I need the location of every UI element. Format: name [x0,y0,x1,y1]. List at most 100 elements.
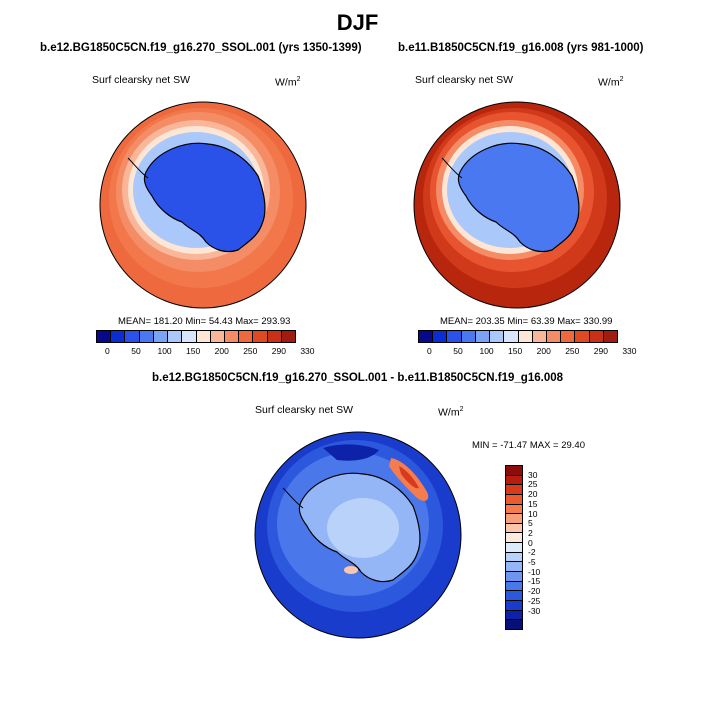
diff-colorbar-tick-label: -25 [528,595,541,606]
diff-map [254,431,462,639]
diff-colorbar-tick-label: 2 [528,527,533,538]
right-colorbar-cell [475,331,491,342]
right-colorbar-cell [419,331,434,342]
left-colorbar-cell [196,331,211,342]
left-units: W/m2 [275,76,301,89]
diff-map-positive-core [399,466,419,489]
left-colorbar-cell [111,331,126,342]
diff-colorbar-tick-label: -30 [528,605,541,616]
diff-colorbar-cell [506,514,522,524]
diff-map-ross-anomaly [344,566,358,574]
right-colorbar-tick-label: 0 [427,346,432,356]
right-colorbar-cell [504,331,519,342]
right-colorbar-cell [532,331,547,342]
diff-colorbar-cell [506,466,522,476]
right-colorbar-tick-label: 330 [622,346,637,356]
left-colorbar-cell [210,331,225,342]
diff-map-border [254,431,462,639]
right-colorbar-tick-label: 200 [536,346,551,356]
diff-colorbar-tick-label: 15 [528,498,538,509]
left-colorbar [96,330,296,343]
diff-colorbar-cell [506,552,522,563]
right-colorbar-ticks: 0 50 100 150 200 250 290 330 [418,346,636,358]
left-colorbar-tick-label: 50 [131,346,141,356]
diff-colorbar-tick-label: -20 [528,586,541,597]
diff-colorbar-cell [506,610,522,621]
diff-colorbar-tick-label: 25 [528,479,538,490]
left-colorbar-tick-label: 200 [214,346,229,356]
diff-colorbar-tick-label: -5 [528,557,536,568]
right-colorbar-tick-label: 150 [508,346,523,356]
left-colorbar-cell [139,331,154,342]
right-map-peninsula [441,157,463,179]
diff-colorbar-tick-label: 30 [528,469,538,480]
season-title: DJF [336,10,379,35]
left-colorbar-tick-label: 250 [243,346,258,356]
left-colorbar-ticks: 0 50 100 150 200 250 290 330 [96,346,314,358]
right-colorbar-cell [561,331,576,342]
right-colorbar-cell [447,331,462,342]
left-colorbar-cell [267,331,282,342]
diff-colorbar-tick-label: 20 [528,489,538,500]
right-colorbar-tick-label: 250 [565,346,580,356]
right-colorbar-cell [490,331,505,342]
diff-colorbar-cell [506,620,522,629]
diff-colorbar-tick-label: 10 [528,508,538,519]
diff-colorbar-tick-label: -2 [528,547,536,558]
diff-map-dark-patch [323,444,379,461]
left-colorbar-cell [239,331,254,342]
diff-colorbar-cell [506,494,522,505]
right-stats: MEAN= 203.35 Min= 63.39 Max= 330.99 [440,316,613,327]
right-colorbar-cell [589,331,604,342]
right-colorbar-tick-label: 100 [479,346,494,356]
right-map-border [413,101,621,309]
left-map-continent [143,142,266,253]
left-colorbar-cell [253,331,268,342]
diff-colorbar [505,465,523,630]
diff-colorbar-cell [506,485,522,495]
diff-colorbar-cell [506,533,522,544]
diff-variable-label: Surf clearsky net SW [255,404,354,416]
right-colorbar-cell [461,331,476,342]
diff-colorbar-tick-label: -15 [528,576,541,587]
diff-colorbar-cell [506,581,522,592]
right-variable-label: Surf clearsky net SW [415,74,514,86]
left-colorbar-cell [281,331,296,342]
diff-colorbar-cell [506,523,522,534]
diff-colorbar-tick-label: 5 [528,518,533,529]
left-variable-label: Surf clearsky net SW [92,74,191,86]
left-colorbar-cell [125,331,140,342]
left-colorbar-tick-label: 100 [157,346,172,356]
diff-colorbar-cell [506,475,522,486]
diff-units: W/m2 [438,406,464,419]
diff-colorbar-ticks: 30 25 20 15 10 5 2 0 -2 -5 -10 -15 -20 -25 -30 [528,465,558,630]
left-colorbar-tick-label: 330 [300,346,315,356]
left-map-border [99,101,307,309]
left-case-title: b.e12.BG1850C5CN.f19_g16.270_SSOL.001 (y… [40,42,362,54]
right-colorbar-cell [603,331,618,342]
left-colorbar-tick-label: 0 [105,346,110,356]
left-colorbar-cell [153,331,169,342]
right-colorbar-cell [433,331,448,342]
diff-map-peninsula [282,487,304,509]
right-colorbar-tick-label: 50 [453,346,463,356]
diff-stats: MIN = -71.47 MAX = 29.40 [472,440,586,451]
right-units: W/m2 [598,76,624,89]
left-colorbar-tick-label: 290 [271,346,286,356]
right-map [413,101,621,309]
diff-colorbar-cell [506,591,522,601]
diff-title: b.e12.BG1850C5CN.f19_g16.270_SSOL.001 - … [151,372,564,384]
diff-map-interior [327,498,399,558]
left-colorbar-cell [97,331,112,342]
left-stats: MEAN= 181.20 Min= 54.43 Max= 293.93 [118,316,291,327]
diff-colorbar-cell [506,600,522,611]
right-colorbar-tick-label: 290 [593,346,608,356]
left-colorbar-cell [182,331,197,342]
diff-colorbar-tick-label: 0 [528,537,533,548]
diff-colorbar-cell [506,572,522,582]
right-colorbar-cell [546,331,562,342]
right-map-continent [457,142,580,253]
right-colorbar [418,330,618,343]
diff-colorbar-cell [506,504,522,515]
left-colorbar-tick-label: 150 [186,346,201,356]
